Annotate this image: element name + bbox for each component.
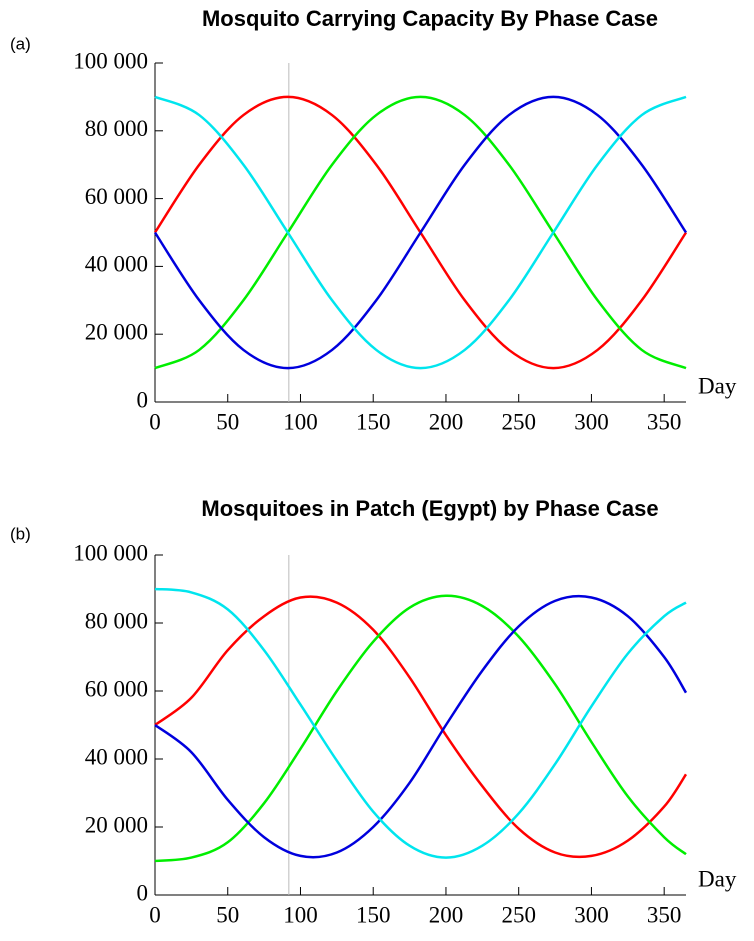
y-tick-label: 80 000 — [85, 608, 148, 633]
chart-title: Mosquito Carrying Capacity By Phase Case — [202, 6, 658, 31]
x-tick-label: 350 — [647, 409, 682, 434]
x-tick-label: 100 — [283, 409, 318, 434]
x-tick-label: 300 — [574, 409, 609, 434]
y-tick-label: 40 000 — [85, 252, 148, 277]
x-tick-label: 150 — [356, 409, 391, 434]
panel-label: (a) — [10, 34, 31, 53]
x-tick-label: 250 — [501, 902, 536, 927]
y-tick-label: 0 — [137, 387, 149, 412]
y-tick-label: 100 000 — [73, 48, 148, 73]
x-tick-label: 300 — [574, 902, 609, 927]
x-tick-label: 200 — [429, 409, 464, 434]
chart-title: Mosquitoes in Patch (Egypt) by Phase Cas… — [201, 496, 658, 521]
x-axis-label: Day — [698, 866, 737, 891]
y-tick-label: 60 000 — [85, 184, 148, 209]
series-line — [153, 95, 688, 370]
y-tick-label: 80 000 — [85, 116, 148, 141]
series-line — [154, 594, 688, 859]
x-tick-label: 0 — [149, 902, 161, 927]
y-tick-label: 20 000 — [85, 812, 148, 837]
x-tick-label: 350 — [647, 902, 682, 927]
panel-label: (b) — [10, 524, 31, 543]
y-tick-label: 40 000 — [85, 744, 148, 769]
x-tick-label: 150 — [356, 902, 391, 927]
x-tick-label: 50 — [216, 409, 239, 434]
y-tick-label: 100 000 — [73, 540, 148, 565]
series-line — [154, 594, 687, 863]
x-tick-label: 100 — [283, 902, 318, 927]
series-line — [154, 587, 687, 859]
series-line — [154, 595, 688, 859]
x-tick-label: 0 — [149, 409, 161, 434]
series-line — [154, 95, 687, 370]
x-tick-label: 50 — [216, 902, 239, 927]
y-tick-label: 0 — [137, 880, 149, 905]
series-line — [154, 95, 687, 370]
x-tick-label: 200 — [429, 902, 464, 927]
x-axis-label: Day — [698, 373, 737, 398]
y-tick-label: 60 000 — [85, 676, 148, 701]
x-tick-label: 250 — [501, 409, 536, 434]
y-tick-label: 20 000 — [85, 319, 148, 344]
